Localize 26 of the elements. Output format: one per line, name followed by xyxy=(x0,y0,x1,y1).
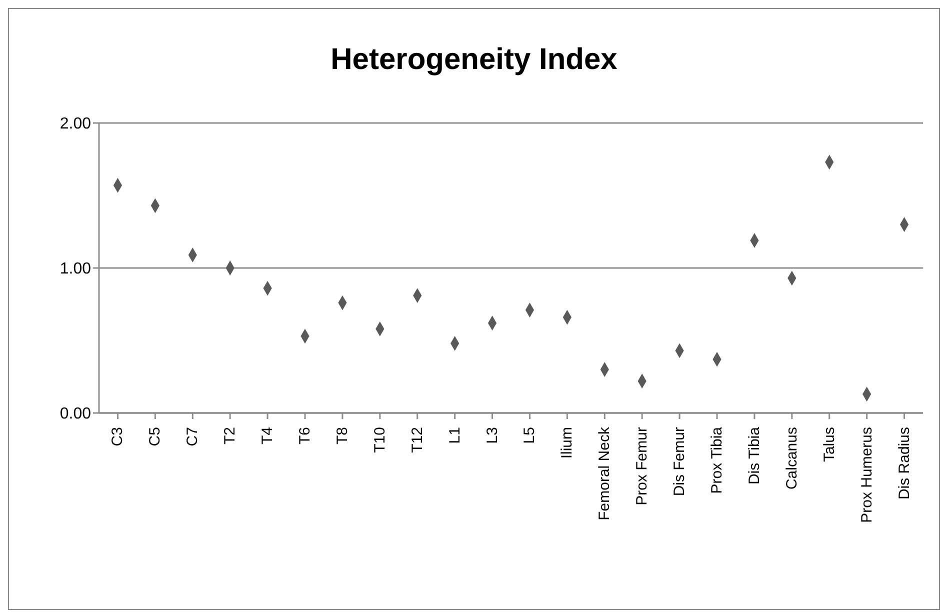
x-tick-label: T8 xyxy=(334,427,351,445)
x-tick-label: Dis Radius xyxy=(896,427,913,500)
chart-title: Heterogeneity Index xyxy=(330,42,618,78)
x-tick-label: Dis Tibia xyxy=(746,426,763,485)
x-tick-label: Calcanus xyxy=(783,427,800,490)
x-tick-label: L1 xyxy=(446,427,464,444)
x-tick-label: Dis Femur xyxy=(671,426,688,496)
x-tick-label: Prox Femur xyxy=(634,427,651,506)
y-tick-label: 0.00 xyxy=(60,406,92,423)
x-tick-label: C5 xyxy=(146,427,164,446)
x-tick-label: L3 xyxy=(484,427,501,444)
x-tick-label: Prox Humerus xyxy=(858,427,876,523)
x-tick-label: T4 xyxy=(259,427,276,445)
x-tick-label: C7 xyxy=(184,427,202,446)
x-tick-label: L5 xyxy=(521,427,538,444)
x-tick-label: Prox Tibia xyxy=(708,426,726,494)
x-tick-label: T2 xyxy=(222,427,239,445)
y-tick-label: 1.00 xyxy=(60,260,92,278)
x-tick-label: Talus xyxy=(820,427,838,462)
y-tick-label: 2.00 xyxy=(60,116,92,133)
x-tick-label: T10 xyxy=(371,427,388,453)
x-tick-label: T12 xyxy=(408,427,426,453)
x-tick-label: C3 xyxy=(109,427,126,446)
x-tick-label: T6 xyxy=(296,427,314,445)
x-tick-label: Femoral Neck xyxy=(596,426,614,520)
x-tick-label: Ilium xyxy=(558,427,576,459)
